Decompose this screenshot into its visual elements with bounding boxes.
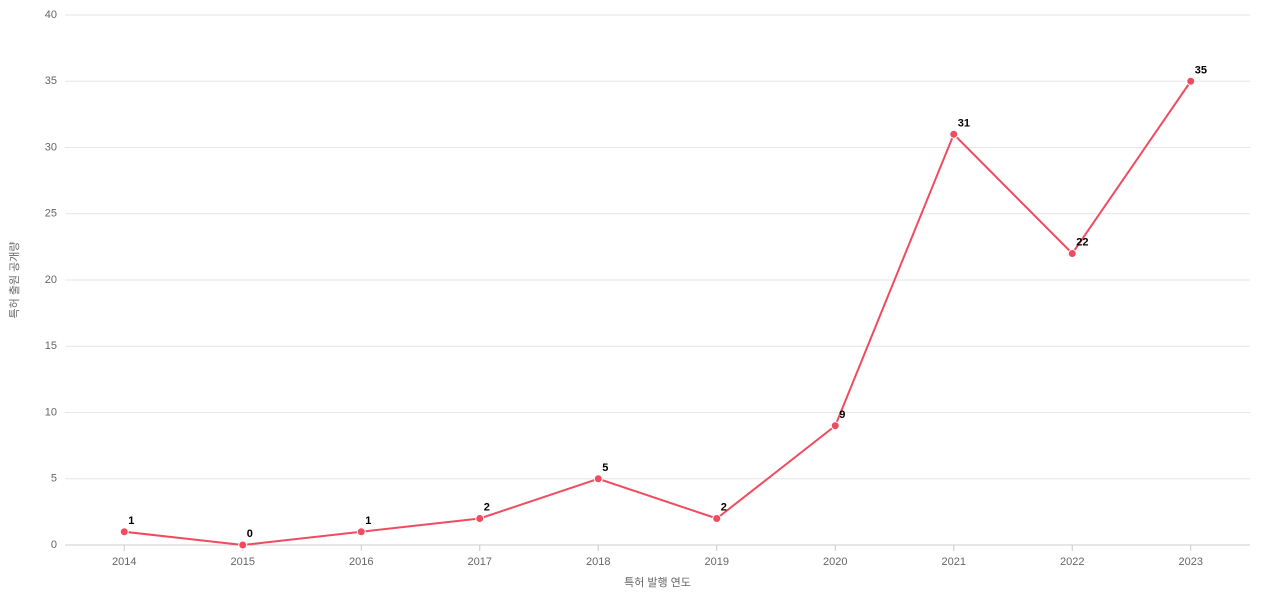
chart-background [0,0,1280,600]
x-tick-label: 2021 [942,556,966,568]
x-tick-label: 2018 [586,556,610,568]
data-label: 2 [721,502,727,514]
x-axis-title: 특허 발행 연도 [624,576,691,589]
data-label: 31 [958,117,970,129]
data-label: 5 [602,462,608,474]
y-tick-label: 0 [51,539,57,551]
line-chart: 0510152025303540201420152016201720182019… [0,0,1280,600]
x-tick-label: 2020 [823,556,847,568]
data-point[interactable] [476,515,484,523]
data-label: 0 [247,528,253,540]
x-tick-label: 2022 [1060,556,1084,568]
y-tick-label: 40 [45,9,57,21]
data-label: 9 [839,409,845,421]
data-point[interactable] [594,475,602,483]
x-tick-label: 2023 [1179,556,1203,568]
x-tick-label: 2015 [231,556,255,568]
x-tick-label: 2014 [112,556,136,568]
data-point[interactable] [1068,250,1076,258]
data-point[interactable] [713,515,721,523]
y-tick-label: 10 [45,406,57,418]
y-tick-label: 35 [45,75,57,87]
data-point[interactable] [357,528,365,536]
data-label: 1 [365,515,371,527]
data-point[interactable] [831,422,839,430]
y-tick-label: 20 [45,274,57,286]
data-point[interactable] [120,528,128,536]
data-point[interactable] [1187,77,1195,85]
y-axis-title: 특허 출원 공개량 [8,242,21,319]
data-point[interactable] [950,130,958,138]
y-tick-label: 30 [45,141,57,153]
x-tick-label: 2016 [349,556,373,568]
y-tick-label: 25 [45,208,57,220]
y-tick-label: 15 [45,340,57,352]
data-label: 2 [484,502,490,514]
data-label: 35 [1195,64,1207,76]
data-point[interactable] [239,541,247,549]
data-label: 1 [128,515,134,527]
y-tick-label: 5 [51,473,57,485]
x-tick-label: 2019 [705,556,729,568]
x-tick-label: 2017 [468,556,492,568]
data-label: 22 [1076,237,1088,249]
